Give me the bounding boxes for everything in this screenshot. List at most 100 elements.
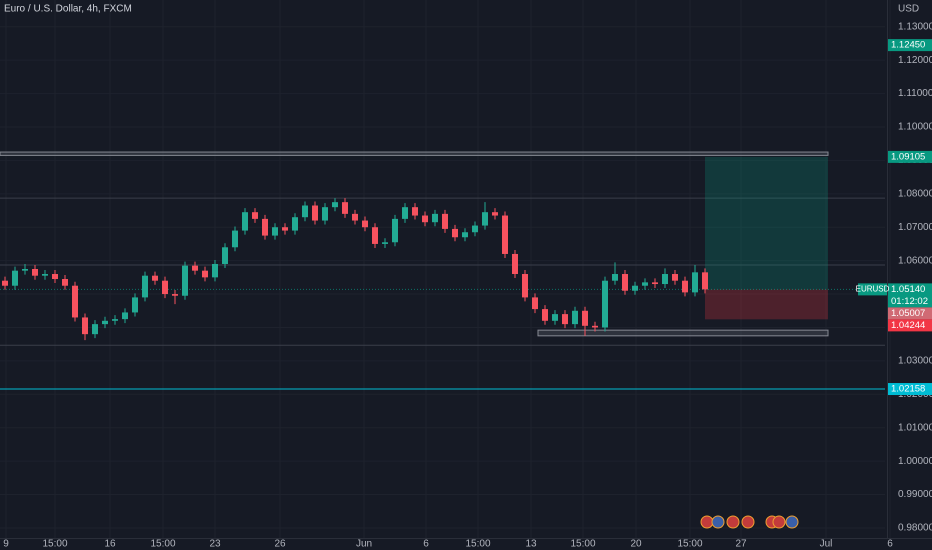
candle-body [332,202,338,208]
candle-body [582,310,588,326]
candle-body [82,317,88,335]
y-tick-label: 1.08000 [898,188,932,199]
x-tick-label: 15:00 [465,539,490,550]
x-tick-label: 23 [209,539,221,550]
y-tick-label: 1.11000 [898,88,932,99]
candle-body [192,265,198,271]
candle-body [422,215,428,223]
candle-body [632,285,638,291]
price-tag [888,150,932,163]
candle-body [322,207,328,221]
x-tick-label: 15:00 [677,539,702,550]
candle-body [202,270,208,278]
candle-body [662,274,668,285]
candle-body [532,297,538,310]
price-tag-label: 1.04244 [891,320,925,331]
candle-body [252,212,258,219]
candle-body [292,217,298,231]
candle-body [482,212,488,226]
candle-body [182,265,188,296]
candle-body [122,312,128,320]
candle-body [512,253,518,275]
y-tick-label: 1.07000 [898,222,932,233]
event-icon [785,515,799,529]
candle-body [52,274,58,280]
symbol-label: EURUSD [856,284,890,293]
x-tick-label: 15:00 [150,539,175,550]
price-tag-label: 1.05140 [891,284,925,295]
candle-body [132,297,138,313]
candle-body [232,230,238,248]
y-tick-label: 1.01000 [898,422,932,433]
event-icon [711,515,725,529]
event-icon [772,515,786,529]
candle-body [492,212,498,216]
candle-body [622,274,628,291]
price-tag-label: 1.05007 [891,308,925,319]
candle-body [522,274,528,298]
y-tick-label: 1.00000 [898,456,932,467]
candle-body [562,314,568,325]
y-tick-label: 1.10000 [898,122,932,133]
candle-body [452,228,458,238]
candle-body [102,320,108,325]
candle-body [362,220,368,228]
candle-body [402,207,408,219]
candle-body [432,213,438,223]
y-tick-label: 1.03000 [898,356,932,367]
candle-body [502,215,508,254]
y-tick-label: 1.13000 [898,21,932,32]
x-tick-label: 6 [887,539,893,550]
candle-body [222,247,228,264]
candle-body [682,280,688,293]
candle-body [42,274,48,276]
price-tag-label: 1.09105 [891,151,925,162]
candle-body [172,294,178,296]
candle-body [352,213,358,221]
zone [537,329,829,337]
candle-body [602,280,608,328]
y-tick-label: 0.99000 [898,489,932,500]
symbol-tag [858,283,887,296]
x-tick-label: 9 [3,539,9,550]
y-tick-label: 1.06000 [898,255,932,266]
candle-body [262,218,268,236]
candle-body [12,270,18,286]
plot-layer [0,151,885,390]
candle-body [162,280,168,295]
x-tick-label: 26 [274,539,286,550]
x-tick-label: Jun [356,539,372,550]
x-tick-label: 16 [104,539,116,550]
price-tag-label: 1.12450 [891,40,925,51]
event-icon [726,515,740,529]
candle-body [272,227,278,236]
candle-body [462,232,468,238]
price-tag-label: 1.02158 [891,384,925,395]
price-tag [888,39,932,52]
x-tick-label: 20 [630,539,642,550]
candle-body [372,227,378,244]
candle-body [22,269,28,271]
countdown: 01:12:02 [891,296,928,307]
candle-body [702,272,708,290]
candle-body [32,269,38,276]
price-tag [888,383,932,396]
candle-body [592,325,598,328]
price-tag [888,283,932,308]
x-tick-label: 27 [735,539,747,550]
candle-body [552,314,558,321]
chart-title: Euro / U.S. Dollar, 4h, FXCM [4,4,132,15]
event-icons [700,515,799,529]
candle-body [92,324,98,335]
candle-body [242,212,248,231]
candle-body [412,207,418,216]
candle-body [572,310,578,325]
candle-body [342,202,348,214]
candle-body [2,280,8,286]
candle-body [692,272,698,293]
candle-body [642,282,648,286]
zone [0,151,829,156]
y-tick-label: 0.98000 [898,523,932,534]
candle-body [112,319,118,321]
